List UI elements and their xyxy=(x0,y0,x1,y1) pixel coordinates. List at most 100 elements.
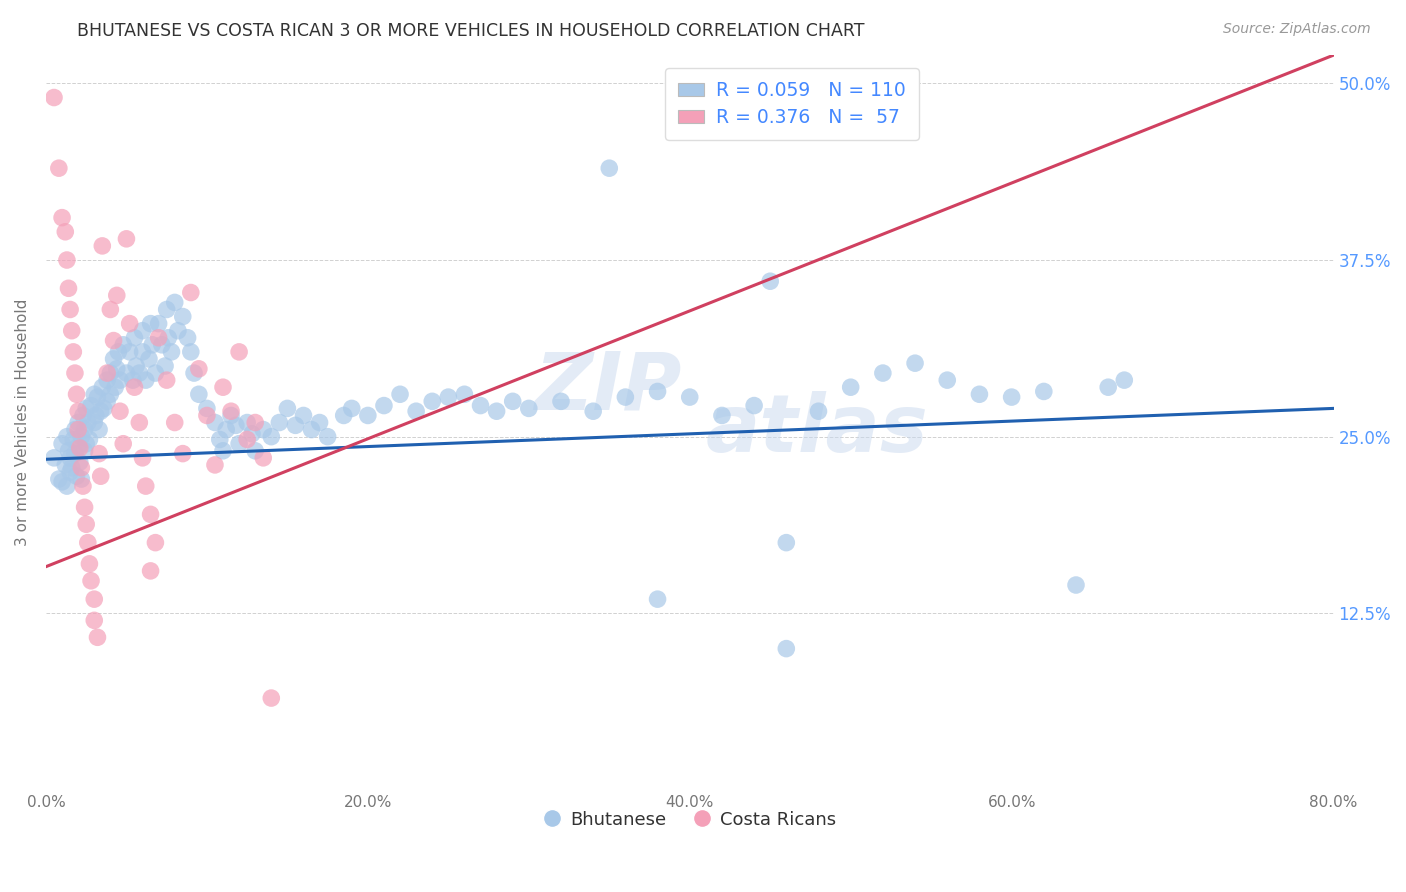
Point xyxy=(236,433,259,447)
Point xyxy=(160,344,183,359)
Point xyxy=(96,373,118,387)
Point xyxy=(108,404,131,418)
Point xyxy=(75,436,97,450)
Point xyxy=(215,423,238,437)
Point xyxy=(212,443,235,458)
Point xyxy=(98,302,121,317)
Point xyxy=(332,409,354,423)
Point xyxy=(807,404,830,418)
Point xyxy=(138,351,160,366)
Point xyxy=(112,338,135,352)
Point xyxy=(135,479,157,493)
Point xyxy=(86,630,108,644)
Point xyxy=(91,239,114,253)
Point xyxy=(389,387,412,401)
Point xyxy=(150,338,173,352)
Text: atlas: atlas xyxy=(706,391,928,468)
Point xyxy=(51,436,73,450)
Point xyxy=(187,361,209,376)
Text: Source: ZipAtlas.com: Source: ZipAtlas.com xyxy=(1223,22,1371,37)
Point xyxy=(42,450,65,465)
Point xyxy=(67,416,90,430)
Point xyxy=(139,508,162,522)
Point xyxy=(65,387,87,401)
Point xyxy=(103,351,125,366)
Point xyxy=(157,331,180,345)
Point xyxy=(204,458,226,472)
Y-axis label: 3 or more Vehicles in Household: 3 or more Vehicles in Household xyxy=(15,299,30,546)
Point xyxy=(485,404,508,418)
Point xyxy=(70,460,93,475)
Point xyxy=(60,324,83,338)
Point xyxy=(96,366,118,380)
Point xyxy=(124,331,146,345)
Point xyxy=(83,416,105,430)
Point xyxy=(48,161,70,176)
Point xyxy=(156,302,179,317)
Point xyxy=(125,359,148,373)
Point xyxy=(76,416,98,430)
Point xyxy=(103,334,125,348)
Point xyxy=(470,399,492,413)
Point xyxy=(67,440,90,454)
Point xyxy=(48,472,70,486)
Point xyxy=(316,430,339,444)
Point xyxy=(437,390,460,404)
Point xyxy=(105,361,128,376)
Point xyxy=(72,479,94,493)
Point xyxy=(647,592,669,607)
Point xyxy=(139,317,162,331)
Point xyxy=(67,423,90,437)
Point xyxy=(59,465,82,479)
Point xyxy=(58,443,80,458)
Point xyxy=(76,535,98,549)
Point xyxy=(260,430,283,444)
Point xyxy=(517,401,540,416)
Point xyxy=(228,344,250,359)
Point xyxy=(141,338,163,352)
Point xyxy=(240,426,263,441)
Point xyxy=(775,535,797,549)
Point xyxy=(128,366,150,380)
Point xyxy=(42,90,65,104)
Point xyxy=(284,418,307,433)
Point xyxy=(180,344,202,359)
Point xyxy=(62,344,84,359)
Point xyxy=(107,344,129,359)
Point xyxy=(420,394,443,409)
Point xyxy=(172,447,194,461)
Point xyxy=(72,409,94,423)
Point xyxy=(51,211,73,225)
Point xyxy=(252,423,274,437)
Point xyxy=(118,344,141,359)
Point xyxy=(236,416,259,430)
Point xyxy=(176,331,198,345)
Point xyxy=(79,433,101,447)
Point xyxy=(131,324,153,338)
Point xyxy=(135,373,157,387)
Point xyxy=(56,430,79,444)
Point xyxy=(105,288,128,302)
Point xyxy=(115,366,138,380)
Point xyxy=(679,390,702,404)
Point xyxy=(759,274,782,288)
Point xyxy=(245,416,267,430)
Point xyxy=(112,436,135,450)
Point xyxy=(301,423,323,437)
Point xyxy=(180,285,202,300)
Point xyxy=(73,500,96,515)
Point xyxy=(90,469,112,483)
Point xyxy=(63,423,86,437)
Point xyxy=(56,479,79,493)
Point xyxy=(115,232,138,246)
Point xyxy=(131,450,153,465)
Point xyxy=(1032,384,1054,399)
Point xyxy=(775,641,797,656)
Point xyxy=(187,387,209,401)
Point xyxy=(91,380,114,394)
Point xyxy=(131,344,153,359)
Point xyxy=(1064,578,1087,592)
Text: BHUTANESE VS COSTA RICAN 3 OR MORE VEHICLES IN HOUSEHOLD CORRELATION CHART: BHUTANESE VS COSTA RICAN 3 OR MORE VEHIC… xyxy=(77,22,865,40)
Point xyxy=(104,380,127,394)
Point xyxy=(195,409,218,423)
